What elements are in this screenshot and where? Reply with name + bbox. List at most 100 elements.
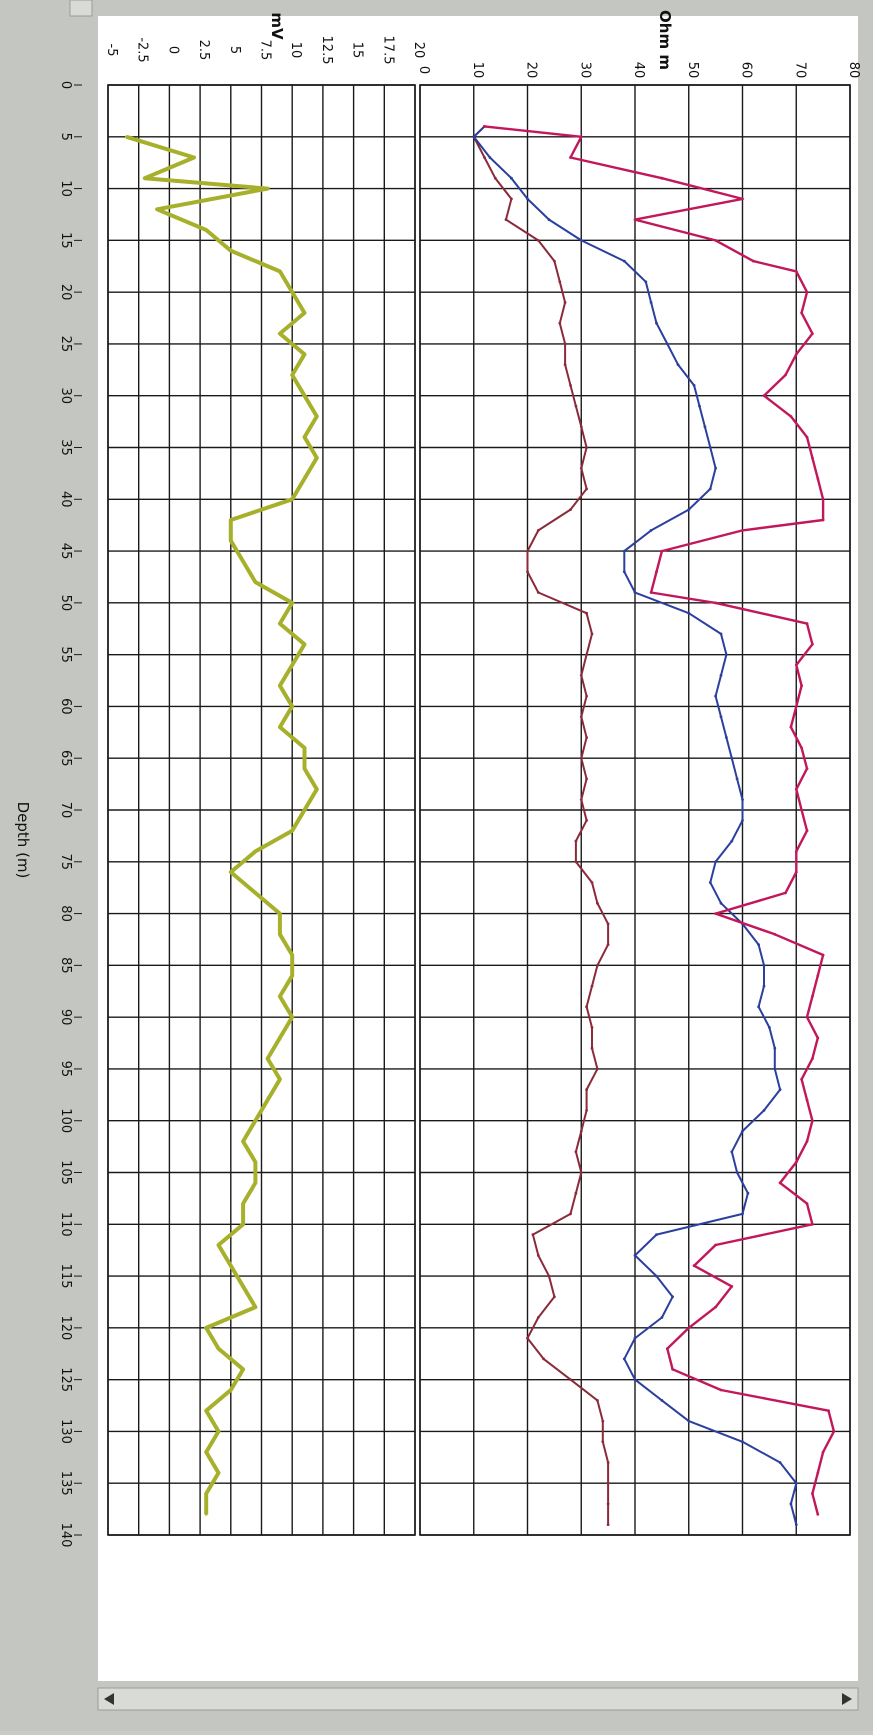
res-medium-curve-point xyxy=(725,653,728,656)
depth-tick-label: 40 xyxy=(58,491,73,508)
sp-curve-point xyxy=(290,953,294,957)
res-tick-label: 40 xyxy=(631,62,646,79)
res-shallow-curve-point xyxy=(596,1399,599,1402)
res-shallow-curve-point xyxy=(585,1005,588,1009)
res-shallow-curve-point xyxy=(590,1046,594,1050)
res-medium-curve-point xyxy=(649,301,653,304)
sp-tick-label: 5 xyxy=(227,46,242,54)
res-medium-curve-point xyxy=(708,881,712,884)
res-medium-curve-point xyxy=(719,674,723,677)
depth-tick-label: 65 xyxy=(58,750,73,767)
res-deep-curve-point xyxy=(800,684,803,688)
sp-curve-point xyxy=(266,1057,269,1060)
res-deep-curve-point xyxy=(811,332,814,335)
res-deep-curve-point xyxy=(794,270,798,273)
sp-curve-point xyxy=(204,1512,208,1516)
sp-curve-point xyxy=(303,394,306,398)
plot-panel xyxy=(98,16,858,1681)
res-deep-curve-point xyxy=(794,663,798,667)
sp-curve-point xyxy=(290,373,294,377)
sp-curve-point xyxy=(303,808,306,812)
res-medium-curve-point xyxy=(735,1171,739,1174)
res-medium-curve-point xyxy=(488,156,492,159)
sp-curve-point xyxy=(290,1015,294,1019)
depth-tick-label: 50 xyxy=(58,595,73,612)
res-deep-curve-point xyxy=(649,591,653,594)
res-shallow-curve-point xyxy=(601,1440,605,1444)
depth-tick-label: 105 xyxy=(58,1160,73,1185)
triangle-right-icon[interactable] xyxy=(842,1693,852,1705)
res-shallow-curve-point xyxy=(526,1336,529,1340)
depth-tick-label: 20 xyxy=(58,284,73,301)
sp-curve-point xyxy=(290,829,294,833)
sp-curve-point xyxy=(204,1326,208,1330)
res-deep-curve-point xyxy=(811,1119,814,1123)
sp-tick-label: 15 xyxy=(350,42,365,59)
res-deep-curve-point xyxy=(794,705,798,708)
res-medium-curve-point xyxy=(698,404,701,408)
res-deep-curve-point xyxy=(789,415,793,418)
horizontal-scrollbar[interactable] xyxy=(97,1687,859,1711)
res-deep-curve-point xyxy=(816,1036,820,1040)
sp-curve-point xyxy=(266,187,269,191)
res-deep-curve-point xyxy=(751,259,755,263)
res-medium-curve-point xyxy=(644,280,648,284)
res-medium-curve-point xyxy=(547,218,551,222)
res-shallow-curve-point xyxy=(563,301,567,304)
sp-curve-point xyxy=(290,705,294,708)
res-medium-curve-point xyxy=(714,860,717,864)
res-deep-curve-point xyxy=(655,570,658,574)
res-shallow-curve-point xyxy=(526,570,529,574)
sp-curve-point xyxy=(143,176,147,180)
sp-curve-point xyxy=(278,725,282,729)
sp-curve-point xyxy=(303,746,306,750)
sp-curve-point xyxy=(290,290,294,294)
res-deep-curve-point xyxy=(805,1140,809,1143)
res-shallow-curve-point xyxy=(558,280,562,284)
sp-curve-point xyxy=(254,1305,257,1309)
depth-tick-label: 55 xyxy=(58,646,73,663)
sp-curve-point xyxy=(241,1285,245,1288)
sp-tick-label: 20 xyxy=(411,42,426,59)
res-deep-curve-point xyxy=(821,1450,825,1454)
res-shallow-curve-point xyxy=(574,1150,578,1154)
depth-tick-label: 85 xyxy=(58,957,73,974)
sp-curve-point xyxy=(303,435,306,439)
res-shallow-curve-point xyxy=(590,984,594,988)
res-medium-curve-point xyxy=(633,591,637,594)
res-shallow-curve-point xyxy=(606,922,610,926)
res-deep-curve-point xyxy=(805,290,809,294)
triangle-left-icon[interactable] xyxy=(104,1693,114,1705)
sp-curve-point xyxy=(204,1409,208,1413)
res-deep-curve-point xyxy=(816,1471,820,1475)
corner-handle-icon[interactable] xyxy=(69,0,93,17)
res-deep-curve-point xyxy=(805,435,809,439)
res-deep-curve-point xyxy=(714,912,717,915)
res-tick-label: 80 xyxy=(846,62,861,79)
res-shallow-curve-point xyxy=(558,321,562,325)
res-medium-curve-point xyxy=(660,1399,664,1402)
res-medium-curve-point xyxy=(622,570,626,574)
res-shallow-curve-point xyxy=(579,1129,583,1133)
sp-curve-point xyxy=(290,497,294,501)
sp-curve-point xyxy=(241,1140,245,1143)
res-deep-curve-point xyxy=(805,1015,809,1019)
sp-curve-point xyxy=(278,332,282,335)
res-deep-curve xyxy=(484,125,836,1515)
sp-curve-point xyxy=(278,912,282,915)
res-medium-curve-point xyxy=(671,1295,674,1299)
res-deep-curve-point xyxy=(687,1326,691,1330)
res-medium-curve-point xyxy=(687,611,691,615)
res-medium-curve-point xyxy=(703,425,707,429)
res-medium-curve-point xyxy=(655,321,658,325)
sp-curve-point xyxy=(229,870,233,874)
sp-tick-label: 2.5 xyxy=(196,40,211,61)
res-shallow-curve-point xyxy=(606,1502,610,1506)
res-shallow-curve-point xyxy=(579,466,583,470)
res-deep-curve-point xyxy=(483,125,486,128)
res-medium-curve-point xyxy=(762,984,766,988)
sp-curve xyxy=(125,134,319,1515)
sp-curve-point xyxy=(278,622,282,625)
res-medium-curve-point xyxy=(730,839,734,843)
